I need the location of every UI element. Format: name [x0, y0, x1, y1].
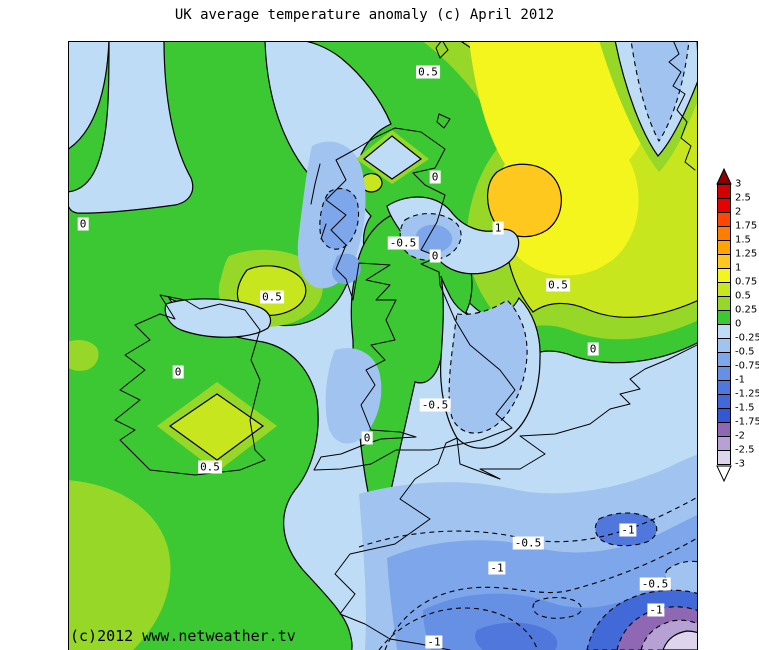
contour-label: -0.5 [512, 536, 544, 550]
colorbar-top-arrow-icon [716, 168, 732, 185]
contour-label: 0 [429, 170, 441, 184]
colorbar-tick: 1.75 [735, 220, 758, 232]
region-diamond-pocket [363, 135, 423, 180]
contour-label: 0 [587, 342, 599, 356]
contour-minus1-france [384, 537, 697, 650]
colorbar-segment [717, 380, 731, 395]
coastline-hebrides [310, 163, 327, 240]
contour-label: 1 [492, 221, 504, 235]
contour-label: 0.5 [198, 460, 222, 474]
colorbar-segment [717, 184, 731, 199]
contour-minus1-biscay-loop [378, 607, 538, 650]
coastline-orkney [436, 113, 451, 129]
colorbar-segment [717, 324, 731, 339]
contour-field-svg [69, 42, 697, 650]
page-title: UK average temperature anomaly (c) April… [174, 7, 555, 23]
contour-label: -1 [619, 523, 637, 537]
colorbar-segment [717, 338, 731, 353]
region-left-small-lightgreen [69, 340, 99, 371]
colorbar-segment [717, 212, 731, 227]
contour-label: -0.5 [387, 236, 419, 250]
coastline-shetland [435, 42, 449, 59]
colorbar-tick: -0.75 [735, 360, 759, 372]
coastline-ireland [114, 294, 266, 476]
colorbar-tick: 1.25 [735, 248, 758, 260]
colorbar-segment [717, 422, 731, 437]
contour-label: 0.5 [416, 65, 440, 79]
colorbar-tick: -2 [735, 430, 745, 442]
coastline-norway [668, 42, 696, 171]
contour-small-ellipse [532, 596, 582, 619]
colorbar-segment [717, 254, 731, 269]
colorbar-tick: -1 [735, 374, 745, 386]
cold-regions [69, 42, 697, 650]
region-pocket-topleft [69, 42, 194, 214]
colorbar-tick: -0.5 [735, 346, 755, 358]
region-ulster-blue [164, 298, 272, 338]
region-corner-core [662, 630, 697, 650]
colorbar-legend: 3 2.5 2 1.75 1.5 1.25 1 0.75 0.5 0.25 0 … [716, 168, 759, 498]
contour-label: 0.5 [260, 290, 284, 304]
colorbar-tick: 3 [735, 178, 742, 190]
colorbar-segment [717, 282, 731, 297]
region-moray-inner [415, 224, 453, 254]
contour-label: -0.5 [419, 398, 451, 412]
colorbar-tick: 0 [735, 318, 742, 330]
colorbar-tick: 0.5 [735, 290, 751, 302]
colorbar-tick: -1.75 [735, 416, 759, 428]
colorbar-segment [717, 366, 731, 381]
colorbar-tick: 2.5 [735, 192, 751, 204]
contour-label: 0 [361, 431, 373, 445]
colorbar-tick: 1 [735, 262, 742, 274]
colorbar-tick: -0.25 [735, 332, 759, 344]
contour-label: 0.5 [546, 278, 570, 292]
colorbar-segment [717, 240, 731, 255]
contour-label: -0.5 [639, 577, 671, 591]
contour-label: 0 [77, 217, 89, 231]
colorbar-segment [717, 226, 731, 241]
contour-label: -1 [647, 603, 665, 617]
contour-label: -1 [425, 635, 443, 649]
contour-label: 0 [172, 365, 184, 379]
colorbar-tick: 0.25 [735, 304, 758, 316]
colorbar-tick: 0.75 [735, 276, 758, 288]
coastline-france-continent [334, 344, 697, 650]
region-bottomleft-lightgreen [69, 480, 171, 650]
colorbar-segment [717, 352, 731, 367]
colorbar-segment [717, 268, 731, 283]
colorbar-tick: 1.5 [735, 234, 751, 246]
colorbar-segments [717, 184, 731, 465]
colorbar-segment [717, 198, 731, 213]
colorbar-tick: -1.5 [735, 402, 755, 414]
region-hebrides-core-a [319, 188, 360, 250]
colorbar-tick: 2 [735, 206, 742, 218]
region-biscay-core [475, 622, 558, 650]
contour-label: 0 [429, 249, 441, 263]
region-ireland-diamond [168, 393, 265, 461]
colorbar-segment [717, 436, 731, 451]
colorbar-tick: -1.25 [735, 388, 759, 400]
colorbar-tick: -3 [735, 458, 745, 470]
colorbar-segment [717, 394, 731, 409]
contour-label: -1 [488, 561, 506, 575]
colorbar-segment [717, 408, 731, 423]
colorbar-tick: -2.5 [735, 444, 755, 456]
colorbar-segment [717, 310, 731, 325]
anomaly-map: 0.5 0 0 1 -0.5 0 0.5 0.5 0 -0.5 0 0.5 0 … [68, 41, 698, 650]
colorbar-segment [717, 296, 731, 311]
region-orange-spot [487, 163, 562, 238]
dashed-contour-lines [358, 496, 697, 650]
copyright-text: (c)2012 www.netweather.tv [70, 627, 296, 645]
colorbar-bottom-arrow-icon [716, 465, 732, 482]
colorbar-segment [717, 450, 731, 465]
